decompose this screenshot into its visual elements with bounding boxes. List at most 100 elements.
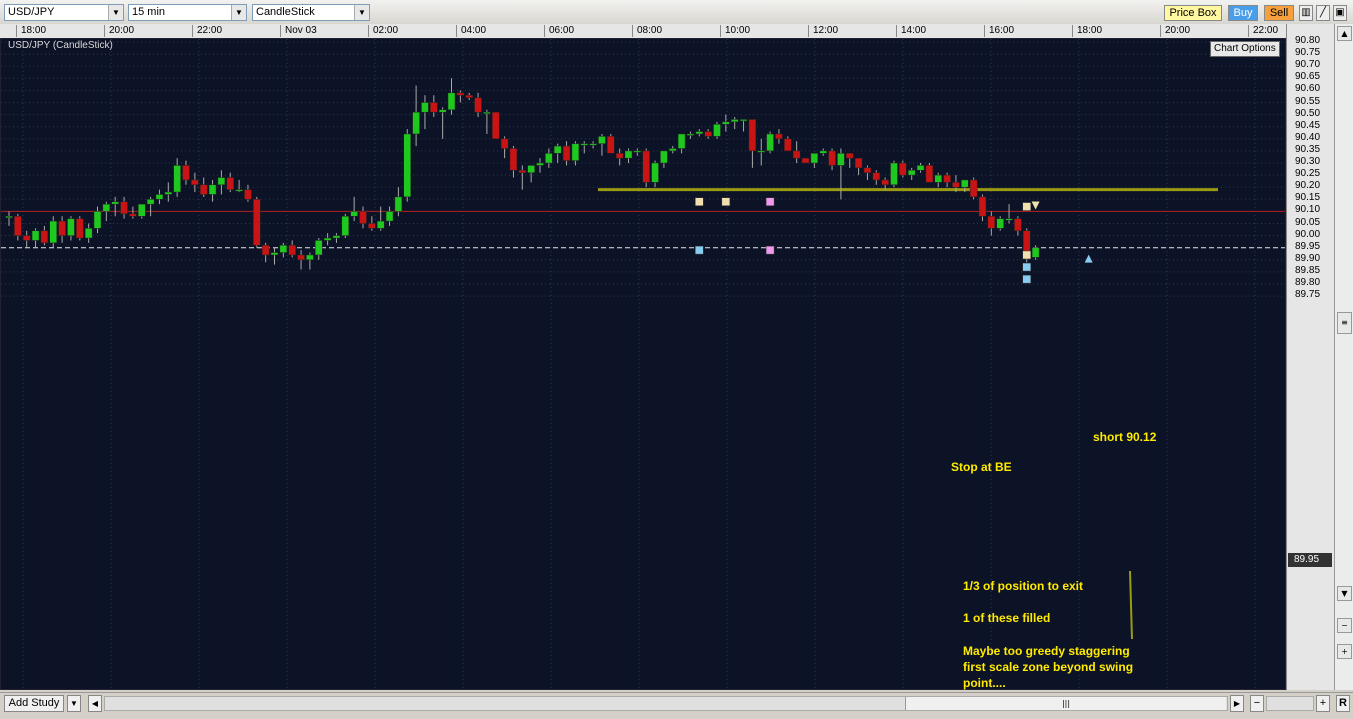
- candle-down: [22, 235, 31, 241]
- price-axis-label: 90.30: [1295, 156, 1321, 167]
- scroll-left-icon[interactable]: ◀: [88, 695, 102, 712]
- zoom-out-button[interactable]: −: [1250, 695, 1264, 712]
- horizontal-scroll-track[interactable]: |||: [104, 696, 1228, 711]
- sell-button[interactable]: Sell: [1264, 5, 1294, 21]
- time-axis-label: 22:00: [192, 25, 222, 37]
- candles-icon[interactable]: ▥: [1299, 5, 1313, 21]
- candle-down: [775, 133, 783, 140]
- chevron-down-icon[interactable]: ▼: [231, 5, 246, 20]
- horizontal-scroll-thumb[interactable]: |||: [905, 697, 1226, 710]
- interval-select[interactable]: 15 min ▼: [128, 4, 247, 21]
- candle-up: [713, 124, 721, 137]
- candle-down: [943, 174, 951, 183]
- candle-up: [403, 133, 411, 198]
- add-study-dropdown-icon[interactable]: ▼: [67, 695, 81, 712]
- zoom-in-vertical-icon[interactable]: +: [1337, 644, 1352, 659]
- candle-down: [863, 167, 872, 173]
- candle-up: [155, 194, 164, 200]
- chart-type-select[interactable]: CandleStick ▼: [252, 4, 370, 21]
- candle-down: [1014, 218, 1022, 232]
- order-marker: [1022, 262, 1031, 272]
- candle-up: [527, 165, 535, 173]
- chart-options-button[interactable]: Chart Options: [1210, 41, 1280, 57]
- chart-area[interactable]: [0, 38, 1286, 690]
- candle-up: [385, 211, 394, 222]
- candle-up: [350, 211, 358, 217]
- candle-up: [624, 150, 633, 159]
- candle-down: [607, 136, 615, 154]
- candle-down: [129, 213, 137, 217]
- candle-down: [359, 211, 367, 224]
- bottom-bar: Add Study ▼ ◀ ||| ▶ − + R: [0, 692, 1353, 719]
- draw-line-icon[interactable]: ╱: [1316, 5, 1330, 21]
- candle-up: [5, 215, 13, 218]
- candle-down: [828, 150, 836, 166]
- candle-down: [76, 218, 84, 239]
- candle-down: [881, 179, 889, 186]
- candlestick-chart: [1, 39, 1285, 689]
- candle-up: [93, 211, 102, 229]
- chevron-down-icon[interactable]: ▼: [354, 5, 369, 20]
- greedy-note-1: Maybe too greedy staggering: [963, 644, 1130, 658]
- scroll-down-icon[interactable]: ▼: [1337, 586, 1352, 601]
- candle-down: [969, 179, 978, 198]
- candle-up: [757, 150, 765, 153]
- buy-button[interactable]: Buy: [1228, 5, 1258, 21]
- candle-down: [288, 245, 296, 256]
- candle-up: [332, 235, 341, 239]
- candle-up: [598, 136, 606, 144]
- scroll-up-icon[interactable]: ▲: [1337, 26, 1352, 41]
- order-marker: [721, 197, 731, 206]
- candle-down: [518, 170, 527, 173]
- reset-button[interactable]: R: [1336, 695, 1350, 712]
- order-marker: [765, 197, 775, 206]
- price-axis-label: 90.25: [1295, 168, 1321, 180]
- order-marker: [1022, 274, 1031, 284]
- price-axis: 90.80 90.75 90.70 90.65 90.60 90.55 90.50 90.45…: [1286, 24, 1335, 690]
- time-axis-label: 22:00: [1248, 25, 1278, 37]
- candle-down: [297, 254, 305, 261]
- filled-note: 1 of these filled: [963, 611, 1051, 625]
- time-axis-label: 06:00: [544, 25, 574, 37]
- symbol-select[interactable]: USD/JPY ▼: [4, 4, 124, 21]
- candle-up: [235, 189, 243, 192]
- price-box-button[interactable]: Price Box: [1164, 5, 1222, 21]
- candle-down: [978, 196, 987, 217]
- price-axis-label: 90.40: [1295, 131, 1321, 143]
- candle-up: [934, 174, 942, 183]
- zoom-slider[interactable]: [1266, 696, 1314, 711]
- scroll-right-icon[interactable]: ▶: [1230, 695, 1244, 712]
- current-price-label: 89.95: [1288, 553, 1332, 567]
- candle-down: [899, 162, 907, 176]
- candle-down: [562, 145, 571, 161]
- scroll-thumb[interactable]: ≡: [1337, 312, 1352, 334]
- order-marker: [1022, 250, 1031, 260]
- candle-up: [279, 245, 288, 253]
- candle-up: [916, 165, 925, 171]
- candle-down: [253, 199, 261, 246]
- candle-up: [1005, 218, 1013, 221]
- add-study-button[interactable]: Add Study: [4, 695, 64, 712]
- candle-up: [412, 111, 420, 135]
- candle-up: [208, 184, 217, 195]
- chart-title: USD/JPY (CandleStick): [8, 40, 113, 51]
- candle-up: [907, 170, 916, 176]
- annotation-pointer-line: [1129, 570, 1133, 640]
- candle-down: [642, 150, 650, 183]
- zoom-out-vertical-icon[interactable]: −: [1337, 618, 1352, 633]
- candle-up: [536, 162, 544, 166]
- candle-up: [837, 153, 845, 166]
- greedy-note-2: first scale zone beyond swing: [963, 660, 1134, 674]
- chart-type-value: CandleStick: [256, 6, 315, 18]
- order-marker: [695, 245, 704, 255]
- time-axis-label: 20:00: [1160, 25, 1190, 37]
- time-axis-label: 04:00: [456, 25, 486, 37]
- zoom-in-button[interactable]: +: [1316, 695, 1330, 712]
- maximize-icon[interactable]: ▣: [1333, 5, 1347, 21]
- vertical-scrollbar[interactable]: ▲ ≡ ▼ − +: [1334, 24, 1353, 690]
- candle-down: [792, 150, 801, 159]
- candle-up: [394, 196, 403, 212]
- candle-up: [651, 162, 659, 183]
- price-axis-label: 90.35: [1295, 143, 1321, 155]
- chevron-down-icon[interactable]: ▼: [108, 5, 123, 20]
